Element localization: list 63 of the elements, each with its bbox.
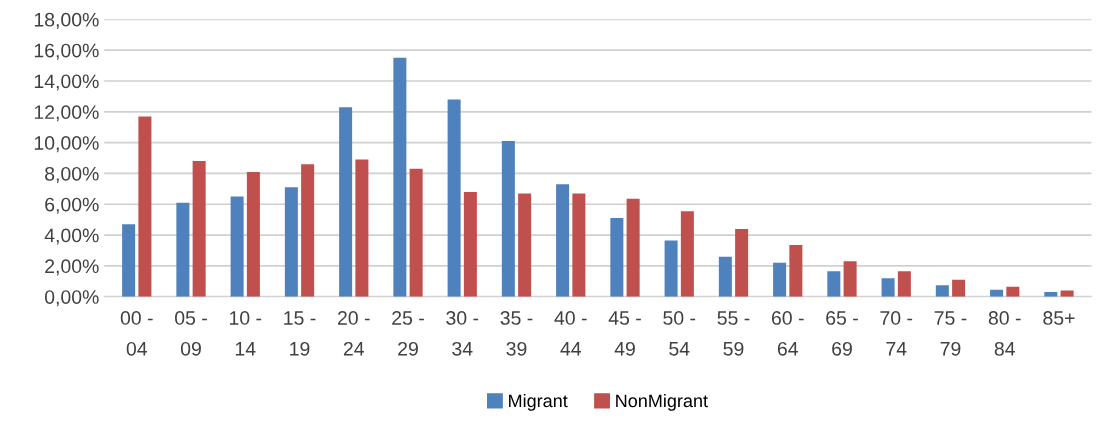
bar <box>284 187 298 297</box>
x-tick-label: 00 - 04 <box>120 311 153 356</box>
bar <box>952 279 966 297</box>
legend-label: Migrant <box>509 393 568 411</box>
legend-label: NonMigrant <box>616 393 708 411</box>
x-tick-label: 80 - 84 <box>988 311 1021 356</box>
bar <box>393 57 407 297</box>
bar <box>463 191 477 297</box>
bar <box>176 202 190 297</box>
y-tick-label: 2,00% <box>45 259 99 276</box>
x-tick-label: 65 - 69 <box>826 311 858 356</box>
bar <box>339 107 353 297</box>
x-tick-label: 35 - 39 <box>500 311 533 356</box>
bar <box>138 116 152 297</box>
bar <box>626 198 640 297</box>
bar <box>664 240 678 297</box>
bar <box>447 99 461 297</box>
y-tick-label: 14,00% <box>34 74 99 91</box>
bar <box>355 159 369 297</box>
bar <box>122 224 136 297</box>
bar <box>518 193 532 297</box>
x-tick-label: 70 - 74 <box>880 311 913 356</box>
y-tick-label: 12,00% <box>34 105 99 122</box>
x-tick-label: 05 - 09 <box>175 311 207 356</box>
x-tick-label: 60 - 64 <box>771 311 804 356</box>
y-tick-label: 18,00% <box>34 12 99 29</box>
bar <box>789 245 803 297</box>
x-tick-label: 55 - 59 <box>717 311 750 356</box>
x-tick-label: 85+ <box>1043 311 1075 325</box>
bar <box>935 285 949 297</box>
bar <box>680 211 694 297</box>
bar <box>301 164 315 297</box>
y-tick-label: 10,00% <box>34 136 99 153</box>
bar <box>773 262 787 297</box>
bar <box>556 184 570 297</box>
y-tick-label: 4,00% <box>44 228 99 245</box>
x-tick-label: 10 - 14 <box>229 311 262 356</box>
bar <box>409 168 423 297</box>
bar <box>897 271 911 297</box>
x-tick-label: 40 - 44 <box>554 311 587 356</box>
bar <box>501 141 515 297</box>
bar <box>827 271 841 297</box>
y-tick-label: 16,00% <box>34 43 99 60</box>
bar <box>843 261 857 297</box>
x-tick-label: 25 - 29 <box>392 311 424 356</box>
x-tick-label: 30 - 34 <box>446 311 479 356</box>
bar <box>192 161 206 297</box>
bar <box>881 278 895 297</box>
bar <box>246 171 260 297</box>
bar <box>1006 286 1020 297</box>
y-tick-label: 0,00% <box>44 290 99 307</box>
y-tick-label: 8,00% <box>45 166 99 183</box>
x-tick-label: 45 - 49 <box>608 311 641 356</box>
bar <box>572 193 586 297</box>
x-tick-label: 15 - 19 <box>284 311 316 356</box>
x-tick-label: 20 - 24 <box>337 311 370 356</box>
bar <box>230 196 244 297</box>
bar <box>735 228 749 297</box>
bar <box>718 256 732 297</box>
bar <box>610 218 624 297</box>
x-tick-label: 50 - 54 <box>663 311 696 356</box>
x-tick-label: 75 - 79 <box>934 311 967 356</box>
y-tick-label: 6,00% <box>45 197 99 214</box>
